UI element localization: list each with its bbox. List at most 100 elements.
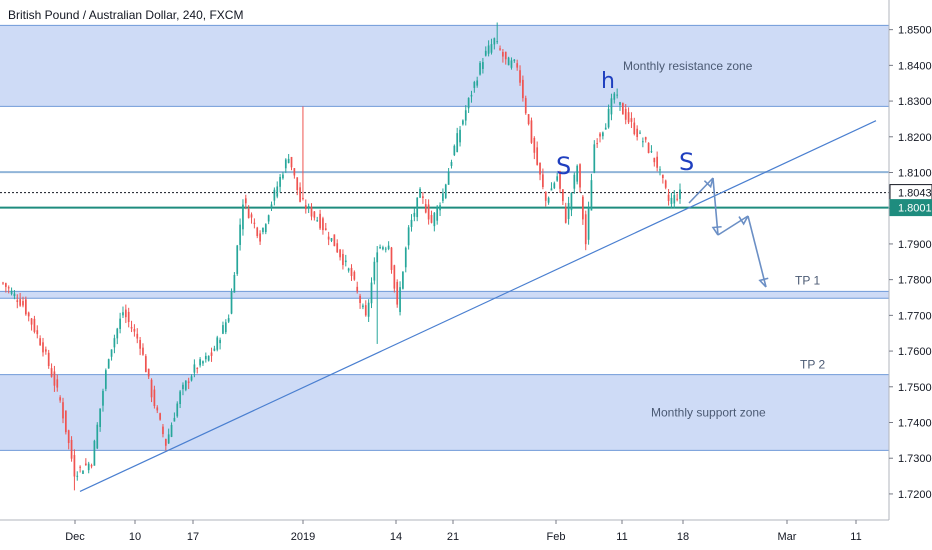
candle-body [216,337,219,350]
price-tick-label: 1.76000 [898,346,932,358]
candle-body [504,51,507,60]
candle-body [196,368,199,370]
candle-body [670,197,673,204]
candle-body [204,355,207,360]
candle-body [524,98,527,114]
candle-body [676,198,679,200]
price-tick-label: 1.83000 [898,96,932,108]
candle-body [327,236,330,240]
time-tick-label: 18 [677,531,689,543]
candle-body [396,281,399,305]
candle-body [353,271,356,280]
candle-body [219,339,221,344]
candle-body [413,212,416,217]
pattern-label-left-shoulder: S [556,152,571,180]
candle-body [130,327,133,329]
candle-body [462,120,464,125]
price-label-text: 1.80017 [898,203,932,215]
pattern-label-head: h [601,69,615,94]
candle-body [579,164,581,188]
candle-body [633,122,636,135]
tp2-label: TP 2 [800,357,825,371]
candle-body [156,407,159,411]
candle-body [616,94,619,96]
candle-body [264,224,267,233]
candle-body [239,224,241,245]
candle-body [604,127,607,130]
candle-body [344,260,347,263]
candle-body [139,339,141,349]
candle-body [399,287,401,313]
candle-body [122,312,124,316]
candle-body [30,318,33,325]
candle-body [550,188,553,191]
candle-body [416,197,419,218]
candle-body [596,143,599,145]
candle-body [202,361,204,364]
candle-body [273,189,276,201]
candle-body [387,245,390,250]
chart-title: British Pound / Australian Dollar, 240, … [8,8,243,22]
zone-label: TP 1 [795,273,820,287]
candle-body [562,189,564,202]
candle-body [153,389,156,407]
candle-body [564,207,567,223]
candle-body [390,247,393,270]
price-tick-label: 1.85000 [898,25,932,37]
projection-arrowhead [711,225,722,236]
candle-body [62,402,64,419]
candle-body [410,219,413,227]
candle-body [362,305,364,308]
candle-body [222,325,224,334]
candle-body [442,193,444,201]
candle-body [384,248,387,250]
candle-body [96,424,99,449]
projection-arrow-line [712,177,719,236]
candle-body [482,62,484,69]
candle-body [302,197,304,200]
candle-body [404,247,407,268]
candle-body [479,62,481,75]
candle-body [2,282,4,284]
candle-body [447,171,450,185]
candle-body [364,305,367,316]
candle-body [573,174,576,189]
candle-body [287,158,290,163]
candle-body [164,438,167,446]
candle-body [110,349,113,357]
candle-body [310,206,313,217]
candle-body [316,220,319,222]
candle-body [402,271,404,289]
candle-body [284,159,287,169]
candle-body [622,103,624,115]
candle-body [53,371,56,386]
candle-body [4,283,7,287]
candle-body [673,195,676,204]
candle-body [170,424,173,437]
candle-body [313,211,316,218]
candle-body [247,209,250,219]
candle-body [233,274,236,293]
candle-body [624,108,627,120]
candle-body [419,188,421,198]
candle-body [539,162,541,175]
candle-body [667,194,670,201]
price-tick-label: 1.84000 [898,60,932,72]
candle-body [350,267,353,277]
price-tick-label: 1.74000 [898,418,932,430]
candle-body [630,118,633,122]
candle-body [333,234,336,247]
candle-body [607,108,610,128]
projection-arrowhead [703,177,714,189]
candle-body [22,301,24,306]
candle-body [559,171,561,189]
candle-body [10,290,13,294]
candle-body [167,434,170,444]
candle-body [73,455,76,477]
candle-body [656,156,659,168]
price-tick-label: 1.82000 [898,132,932,144]
candle-body [90,465,93,467]
candle-body [567,203,570,220]
candle-body [224,322,227,333]
